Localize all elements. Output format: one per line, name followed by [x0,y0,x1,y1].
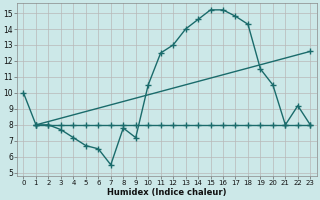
X-axis label: Humidex (Indice chaleur): Humidex (Indice chaleur) [107,188,227,197]
